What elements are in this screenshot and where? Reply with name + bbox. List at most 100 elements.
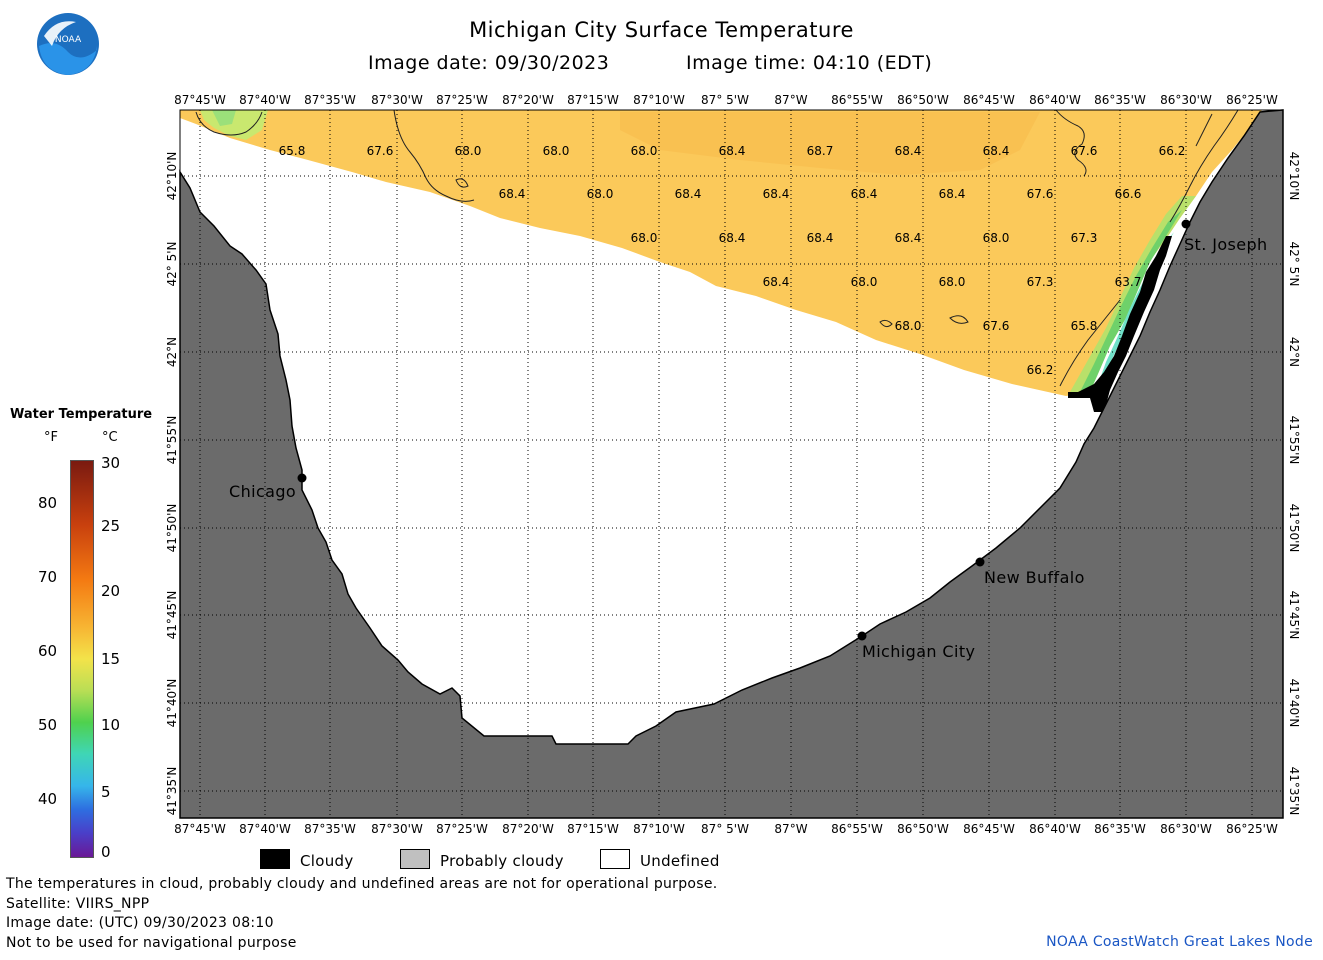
michigan-city-marker [857, 631, 867, 641]
navigation-note: Not to be used for navigational purpose [6, 935, 297, 951]
color-scale-bar [70, 460, 94, 858]
lon-label-top: 86°25'W [1226, 93, 1278, 107]
lat-label-left: 41°50'N [165, 504, 179, 553]
lon-label-top: 86°40'W [1029, 93, 1081, 107]
lat-label-left: 41°35'N [165, 767, 179, 816]
city-markers: Chicago St. Joseph New Buffalo Michigan … [229, 219, 1268, 661]
temperature-reading: 68.0 [895, 319, 922, 333]
new-buffalo-marker [975, 557, 985, 567]
scale-c-label: 5 [101, 783, 111, 801]
disclaimer-note: The temperatures in cloud, probably clou… [6, 876, 718, 892]
image-date: Image date: 09/30/2023 [368, 52, 610, 74]
temperature-reading: 68.4 [499, 187, 526, 201]
lat-label-left: 41°45'N [165, 591, 179, 640]
lon-label-top: 87° 5'W [701, 93, 749, 107]
lon-label-top: 86°45'W [963, 93, 1015, 107]
credit-text: NOAA CoastWatch Great Lakes Node [1046, 934, 1313, 950]
cloud-pixels [1068, 236, 1172, 412]
lon-label-top: 87°25'W [436, 93, 488, 107]
lon-label-bottom: 87°30'W [371, 822, 423, 836]
temperature-reading: 68.4 [675, 187, 702, 201]
lon-label-bottom: 86°35'W [1094, 822, 1146, 836]
isotherm-contours [195, 109, 1239, 387]
legend-label-cloudy: Cloudy [300, 852, 354, 870]
temperature-reading: 66.2 [1027, 363, 1054, 377]
lat-label-left: 42°10'N [165, 152, 179, 201]
image-time: Image time: 04:10 (EDT) [686, 52, 933, 74]
temperature-reading: 68.4 [983, 144, 1010, 158]
axis-ticks: 87°45'W 87°45'W 87°40'W 87°40'W 87°35'W 87°35… [165, 93, 1301, 836]
lon-label-bottom: 86°55'W [831, 822, 883, 836]
scale-f-label: 40 [38, 790, 58, 808]
lon-label-bottom: 86°25'W [1226, 822, 1278, 836]
temperature-reading: 68.0 [543, 144, 570, 158]
lon-label-bottom: 87°10'W [633, 822, 685, 836]
temperature-reading: 68.4 [719, 231, 746, 245]
warm-water-region [180, 110, 1262, 396]
satellite-note: Satellite: VIIRS_NPP [6, 896, 150, 912]
temperature-reading: 68.7 [807, 144, 834, 158]
noaa-logo: NOAA [37, 13, 99, 75]
scale-title: Water Temperature [10, 407, 153, 422]
temperature-reading: 68.4 [763, 275, 790, 289]
lat-label-left: 41°55'N [165, 416, 179, 465]
city-label-st-joseph: St. Joseph [1184, 235, 1268, 254]
lon-label-bottom: 86°40'W [1029, 822, 1081, 836]
temperature-reading: 67.3 [1027, 275, 1054, 289]
scale-c-label: 10 [101, 716, 121, 734]
legend-swatch-probably-cloudy [400, 849, 430, 869]
temperature-reading: 67.6 [367, 144, 394, 158]
lon-label-top: 86°55'W [831, 93, 883, 107]
lon-label-top: 87°10'W [633, 93, 685, 107]
temperature-reading: 67.3 [1071, 231, 1098, 245]
lat-label-right: 42° 5'N [1287, 242, 1301, 287]
temperature-readings: 65.8 67.6 68.0 68.0 68.0 68.4 68.7 68.4 68.4 67.6… [279, 144, 1186, 377]
temperature-reading: 68.0 [939, 275, 966, 289]
temperature-reading: 68.0 [983, 231, 1010, 245]
temperature-reading: 68.4 [895, 231, 922, 245]
lat-label-right: 41°50'N [1287, 504, 1301, 553]
lon-label-bottom: 87°15'W [567, 822, 619, 836]
temperature-reading: 65.8 [279, 144, 306, 158]
legend-label-undefined: Undefined [640, 852, 720, 870]
lat-label-right: 42°10'N [1287, 152, 1301, 201]
temperature-reading: 67.6 [1027, 187, 1054, 201]
temperature-reading: 67.6 [1071, 144, 1098, 158]
lon-label-bottom: 87°35'W [304, 822, 356, 836]
temperature-reading: 68.4 [763, 187, 790, 201]
temperature-reading: 68.0 [587, 187, 614, 201]
temperature-reading: 66.6 [1115, 187, 1142, 201]
lon-label-top: 87°20'W [502, 93, 554, 107]
scale-f-label: 50 [38, 716, 58, 734]
scale-unit-f: °F [44, 430, 58, 445]
city-label-michigan-city: Michigan City [862, 642, 975, 661]
lat-label-right: 41°55'N [1287, 416, 1301, 465]
lon-label-top: 86°50'W [897, 93, 949, 107]
lon-label-top: 87°15'W [567, 93, 619, 107]
scale-c-label: 15 [101, 650, 121, 668]
legend-label-probably-cloudy: Probably cloudy [440, 852, 564, 870]
temperature-reading: 68.4 [851, 187, 878, 201]
lon-label-bottom: 86°45'W [963, 822, 1015, 836]
lon-label-bottom: 86°50'W [897, 822, 949, 836]
temperature-reading: 63.7 [1115, 275, 1142, 289]
chicago-marker [297, 473, 307, 483]
map-title: Michigan City Surface Temperature [469, 18, 854, 42]
lon-label-top: 87°30'W [371, 93, 423, 107]
lon-label-bottom: 86°30'W [1160, 822, 1212, 836]
lat-label-left: 42°N [165, 337, 179, 367]
utc-date-note: Image date: (UTC) 09/30/2023 08:10 [6, 915, 274, 931]
lon-label-top: 87°45'W [174, 93, 226, 107]
scale-c-label: 25 [101, 517, 121, 535]
scale-c-label: 20 [101, 582, 121, 600]
lat-label-right: 41°45'N [1287, 591, 1301, 640]
lon-label-bottom: 87°25'W [436, 822, 488, 836]
temperature-reading: 68.0 [631, 231, 658, 245]
temperature-reading: 68.0 [851, 275, 878, 289]
temperature-reading: 68.4 [719, 144, 746, 158]
city-label-chicago: Chicago [229, 482, 296, 501]
lon-label-top: 86°35'W [1094, 93, 1146, 107]
scale-f-label: 80 [38, 494, 58, 512]
temperature-reading: 68.0 [455, 144, 482, 158]
lon-label-top: 86°30'W [1160, 93, 1212, 107]
